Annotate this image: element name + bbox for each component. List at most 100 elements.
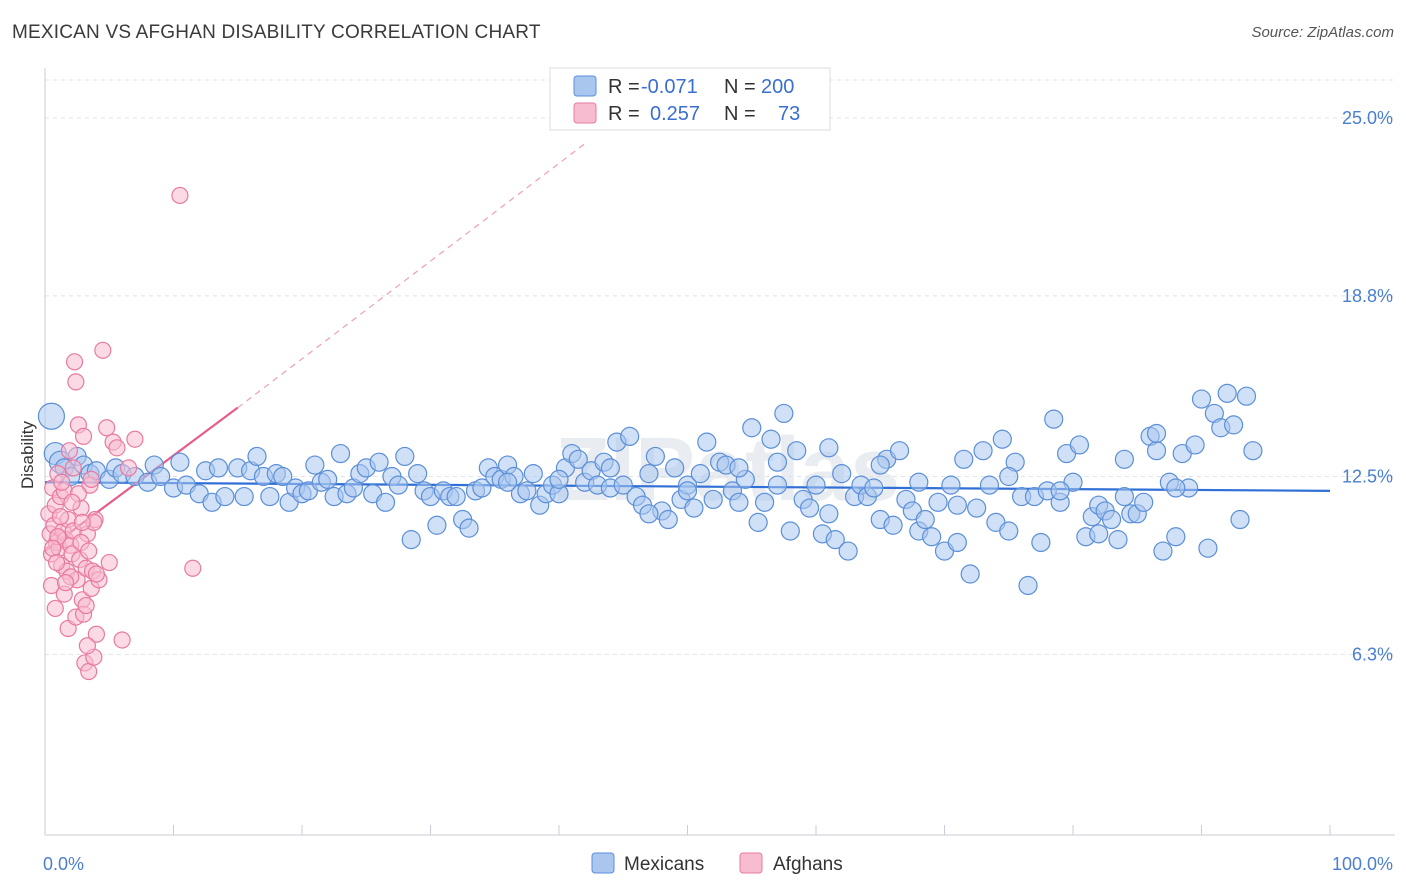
point-afghans-47 bbox=[171, 186, 189, 205]
point-afghans-41 bbox=[100, 553, 118, 572]
point-mexicans-185 bbox=[1114, 486, 1135, 507]
point-mexicans-190 bbox=[909, 472, 929, 492]
point-mexicans-23 bbox=[215, 486, 235, 507]
point-afghans-71 bbox=[73, 513, 91, 531]
point-mexicans-147 bbox=[1018, 575, 1038, 596]
point-mexicans-140 bbox=[973, 441, 993, 461]
series-legend: Mexicans Afghans bbox=[591, 852, 843, 875]
x-tick-label-0: 0.0% bbox=[43, 854, 84, 874]
point-mexicans-108 bbox=[767, 475, 788, 495]
point-mexicans-107 bbox=[761, 429, 781, 449]
point-mexicans-92 bbox=[665, 458, 685, 478]
point-mexicans-180 bbox=[1230, 509, 1250, 530]
point-mexicans-175 bbox=[1198, 538, 1218, 558]
point-afghans-52 bbox=[51, 508, 70, 526]
point-mexicans-106 bbox=[754, 492, 775, 512]
point-mexicans-149 bbox=[1031, 532, 1051, 553]
point-mexicans-36 bbox=[305, 455, 325, 475]
legend-n-label-1: N = bbox=[724, 76, 756, 98]
legend-swatch-afghans bbox=[573, 102, 597, 124]
point-afghans-67 bbox=[53, 473, 71, 491]
legend-n-value-1: 200 bbox=[761, 76, 794, 98]
point-mexicans-91 bbox=[658, 509, 678, 530]
point-mexicans-96 bbox=[690, 464, 710, 484]
point-afghans-68 bbox=[63, 493, 81, 511]
point-mexicans-40 bbox=[330, 443, 351, 464]
point-mexicans-187 bbox=[1050, 481, 1070, 501]
point-mexicans-143 bbox=[992, 429, 1012, 449]
point-mexicans-123 bbox=[864, 478, 884, 498]
point-mexicans-162 bbox=[1114, 449, 1135, 469]
point-mexicans-25 bbox=[234, 486, 254, 507]
point-mexicans-109 bbox=[774, 403, 794, 424]
point-mexicans-196 bbox=[639, 504, 659, 524]
point-mexicans-117 bbox=[825, 530, 845, 550]
point-mexicans-60 bbox=[459, 518, 479, 538]
tick-labels: 6.3% 12.5% 18.8% 25.0% 0.0% 100.0% bbox=[43, 108, 1393, 874]
point-afghans-19 bbox=[64, 459, 82, 477]
point-mexicans-110 bbox=[780, 521, 800, 541]
point-mexicans-197 bbox=[600, 458, 621, 478]
point-afghans-37 bbox=[87, 625, 106, 643]
point-mexicans-102 bbox=[729, 492, 749, 512]
point-mexicans-189 bbox=[947, 495, 967, 515]
point-mexicans-15 bbox=[151, 466, 171, 487]
x-tick-label-1: 100.0% bbox=[1332, 854, 1393, 874]
legend-swatch-mexicans-bottom bbox=[591, 852, 615, 874]
legend-series-mexicans: Mexicans bbox=[624, 854, 704, 875]
point-afghans-45 bbox=[119, 459, 138, 477]
point-mexicans-136 bbox=[947, 532, 967, 553]
legend-n-value-2: 73 bbox=[778, 103, 800, 125]
point-mexicans-141 bbox=[979, 475, 1000, 495]
point-mexicans-155 bbox=[1069, 435, 1090, 455]
point-afghans-43 bbox=[108, 439, 126, 457]
point-mexicans-70 bbox=[523, 464, 543, 484]
point-mexicans-89 bbox=[645, 446, 665, 467]
correlation-legend: R = -0.071 N = 200 R = 0.257 N = 73 bbox=[549, 67, 831, 131]
point-mexicans-46 bbox=[369, 452, 389, 472]
point-mexicans-182 bbox=[1243, 441, 1263, 461]
point-mexicans-113 bbox=[799, 498, 820, 518]
point-mexicans-52 bbox=[408, 464, 428, 484]
point-mexicans-195 bbox=[677, 481, 698, 501]
point-mexicans-174 bbox=[1191, 389, 1212, 409]
point-mexicans-198 bbox=[549, 469, 569, 489]
point-afghans-63 bbox=[82, 470, 100, 488]
point-mexicans-127 bbox=[889, 441, 910, 461]
grid-lines bbox=[45, 79, 1395, 655]
point-afghans-50 bbox=[46, 599, 64, 618]
point-mexicans-179 bbox=[1224, 415, 1244, 435]
point-mexicans-58 bbox=[446, 486, 466, 507]
point-afghans-31 bbox=[80, 662, 98, 681]
point-mexicans-51 bbox=[401, 530, 421, 550]
legend-r-label-1: R = bbox=[608, 76, 640, 98]
y-tick-label-3: 25.0% bbox=[1342, 108, 1393, 128]
point-afghans-48 bbox=[184, 559, 202, 577]
point-afghans-20 bbox=[65, 353, 84, 371]
point-mexicans-27 bbox=[247, 446, 267, 467]
y-tick-label-1: 12.5% bbox=[1342, 467, 1393, 487]
y-tick-label-0: 6.3% bbox=[1352, 644, 1393, 664]
point-mexicans-167 bbox=[1146, 441, 1167, 461]
series-afghans-points bbox=[40, 186, 202, 681]
point-afghans-21 bbox=[67, 373, 85, 391]
series-mexicans-points bbox=[37, 383, 1263, 596]
point-mexicans-186 bbox=[1089, 524, 1109, 544]
point-afghans-66 bbox=[44, 539, 62, 557]
point-mexicans-184 bbox=[1146, 423, 1167, 444]
point-afghans-70 bbox=[56, 574, 75, 592]
point-afghans-62 bbox=[80, 542, 98, 560]
point-mexicans-114 bbox=[806, 475, 826, 495]
point-afghans-72 bbox=[78, 637, 97, 655]
point-afghans-46 bbox=[126, 430, 144, 448]
point-mexicans-119 bbox=[838, 541, 858, 561]
legend-box bbox=[549, 67, 831, 131]
point-mexicans-161 bbox=[1108, 530, 1128, 550]
point-mexicans-170 bbox=[1166, 527, 1186, 547]
point-mexicans-160 bbox=[1101, 509, 1122, 530]
point-mexicans-191 bbox=[870, 455, 890, 475]
point-afghans-39 bbox=[94, 341, 112, 359]
legend-n-label-2: N = bbox=[724, 103, 756, 125]
point-afghans-61 bbox=[77, 596, 95, 615]
point-mexicans-139 bbox=[967, 498, 987, 518]
